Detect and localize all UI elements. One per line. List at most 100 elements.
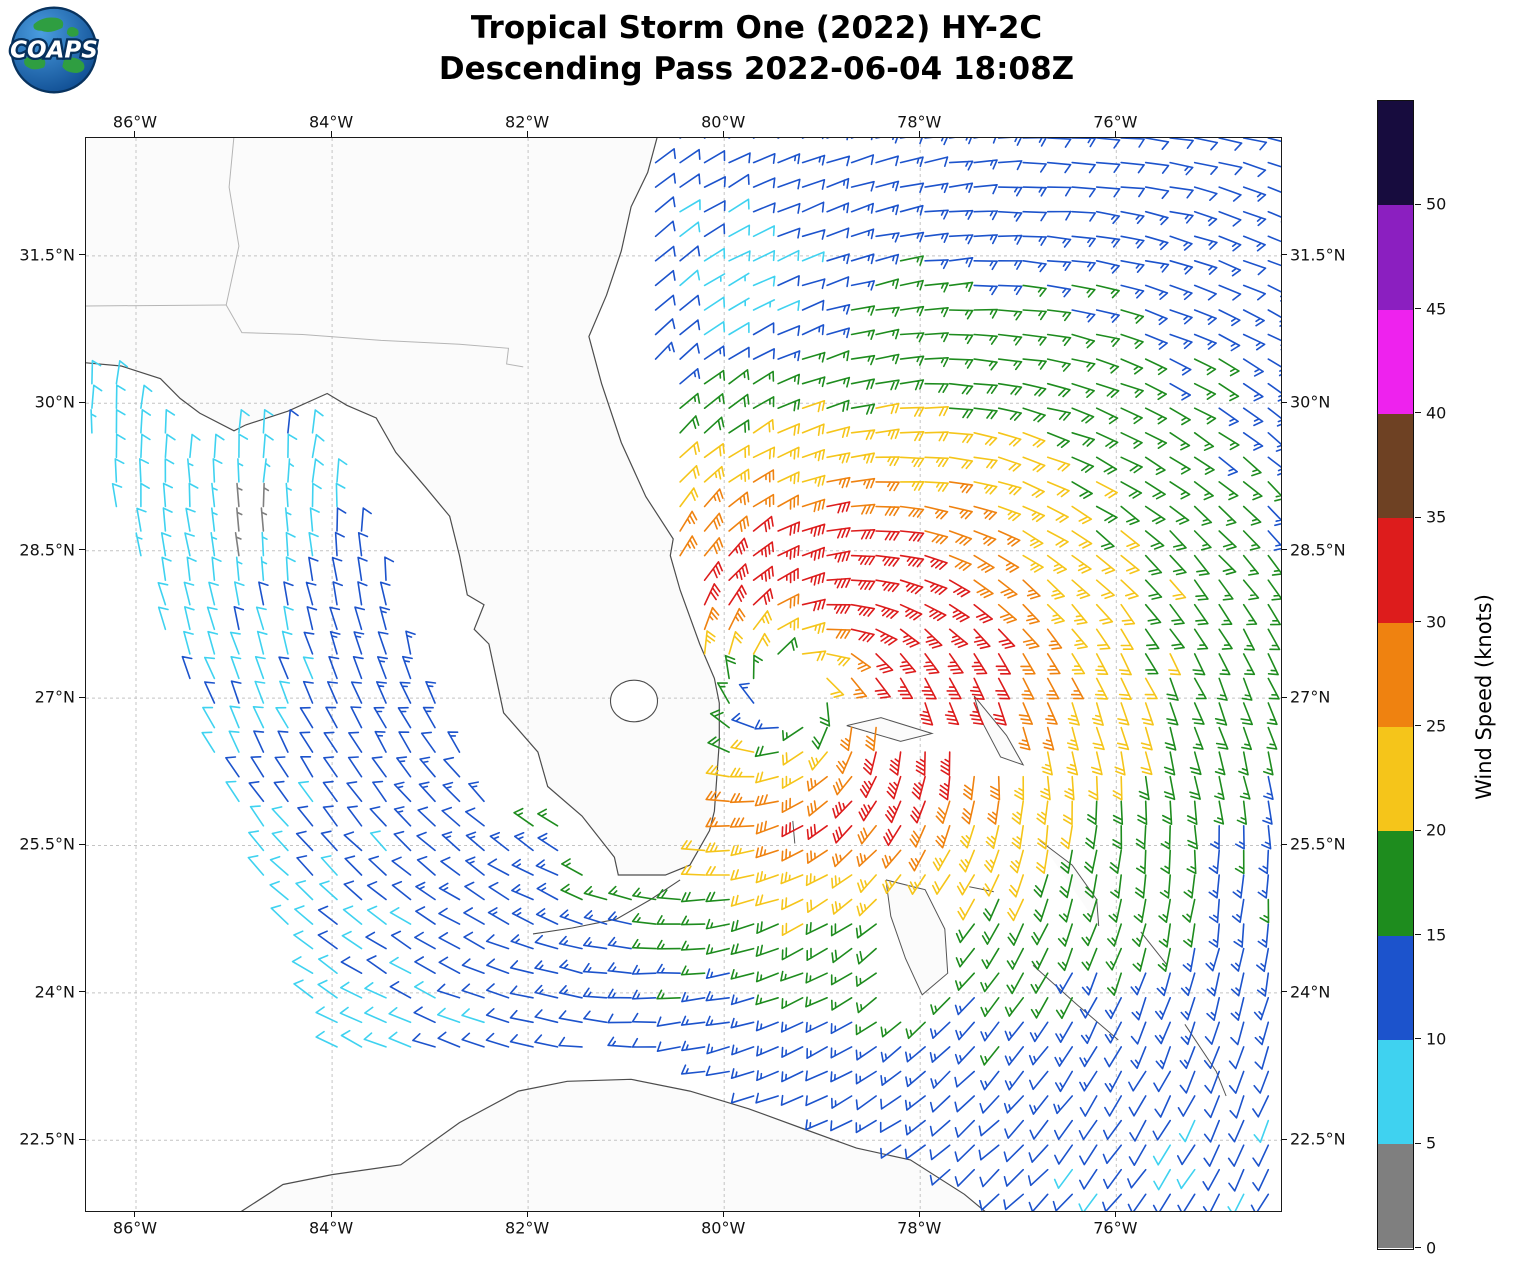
globe-continent	[33, 17, 64, 33]
colorbar-segment-5-10kt	[1378, 1039, 1413, 1145]
colorbar-tick-label: 15	[1426, 925, 1447, 945]
lon-tick-label-bottom: 76°W	[1093, 1218, 1138, 1238]
plot-title: Tropical Storm One (2022) HY-2C Descendi…	[0, 8, 1513, 90]
lon-tick-label-top: 80°W	[701, 112, 746, 132]
colorbar-tick-label: 20	[1426, 820, 1447, 840]
lon-tick-label-top: 76°W	[1093, 112, 1138, 132]
state-border	[225, 138, 240, 306]
lake-okeechobee	[609, 679, 659, 723]
axis-tick-mark	[1415, 829, 1421, 831]
colorbar-tick-label: 0	[1426, 1238, 1437, 1258]
wind-barbs-layer	[90, 138, 1281, 1211]
wind-barbs-20-25kt	[679, 400, 1187, 936]
colorbar-label: Wind Speed (knots)	[1472, 594, 1496, 800]
colorbar-segment-15-20kt	[1378, 831, 1413, 936]
colorbar-segment-30-35kt	[1378, 518, 1413, 623]
bahamas-island-coastline	[885, 879, 949, 996]
colorbar-segment-20-25kt	[1378, 726, 1413, 832]
axis-tick-mark	[1415, 1247, 1421, 1249]
lon-tick-label-bottom: 78°W	[897, 1218, 942, 1238]
lat-tick-label-left: 31.5°N	[19, 245, 75, 265]
lon-tick-label-bottom: 86°W	[112, 1218, 158, 1238]
colorbar-tick-label: 30	[1426, 612, 1447, 632]
bahamas-island-coastline	[846, 717, 934, 742]
bahamas-island-coastline	[1039, 840, 1100, 927]
lat-tick-label-left: 22.5°N	[19, 1129, 75, 1149]
axis-tick-mark	[1415, 621, 1421, 623]
land-fill-mainland	[86, 138, 720, 875]
lat-tick-label-left: 28.5°N	[19, 540, 75, 560]
wind-barbs-5-10kt	[90, 198, 1270, 1211]
lat-tick-label-left: 24°N	[34, 982, 75, 1002]
lat-tick-label-right: 27°N	[1290, 687, 1331, 707]
colorbar-segment-25-30kt	[1378, 622, 1413, 727]
lon-tick-label-top: 86°W	[112, 112, 158, 132]
colorbar-segment-40-45kt	[1378, 309, 1413, 414]
wind-barbs-25-30kt	[679, 469, 1085, 872]
axis-tick-mark	[1415, 1142, 1421, 1144]
axis-tick-mark	[1415, 1038, 1421, 1040]
land-fill-cuba	[241, 1079, 985, 1211]
colorbar-segment-50-55kt	[1378, 101, 1413, 206]
lon-tick-label-bottom: 84°W	[308, 1218, 354, 1238]
colorbar-tick-label: 40	[1426, 403, 1447, 423]
colorbar-segment-35-40kt	[1378, 413, 1413, 519]
map-panel	[85, 137, 1282, 1212]
lat-tick-label-right: 24°N	[1290, 982, 1331, 1002]
bahamas-island-coastline	[1032, 964, 1119, 1041]
wind-barbs-30-35kt	[703, 501, 1016, 847]
colorbar	[1377, 100, 1414, 1250]
colorbar-tick-label: 50	[1426, 194, 1447, 214]
axis-tick-mark	[1415, 725, 1421, 727]
state-border	[86, 304, 227, 307]
coastlines-layer	[86, 138, 1227, 1211]
axis-tick-mark	[1415, 516, 1421, 518]
bahamas-island-coastline	[1140, 931, 1168, 966]
colorbar-tick-label: 35	[1426, 507, 1447, 527]
coaps-logo: COAPS	[8, 4, 100, 96]
axis-tick-mark	[1415, 934, 1421, 936]
colorbar-tick-label: 45	[1426, 299, 1447, 319]
colorbar-segment-10-15kt	[1378, 935, 1413, 1040]
axis-tick-mark	[1415, 412, 1421, 414]
coaps-logo-globe: COAPS	[8, 6, 100, 94]
lat-tick-label-right: 25.5°N	[1290, 834, 1346, 854]
axis-tick-mark	[1415, 308, 1421, 310]
lat-tick-label-right: 30°N	[1290, 392, 1331, 412]
gridlines-layer	[86, 138, 1281, 1211]
florida-keys-coastline	[532, 879, 681, 935]
florida-coastline	[86, 138, 720, 876]
wind-barbs-15-20kt	[513, 255, 1281, 1066]
colorbar-segment-0-5kt	[1378, 1144, 1413, 1249]
bahamas-island-coastline	[792, 820, 796, 844]
cuba-coastline	[240, 1078, 986, 1211]
lat-tick-label-left: 25.5°N	[19, 834, 75, 854]
lat-tick-label-left: 30°N	[34, 392, 75, 412]
logo-text: COAPS	[10, 37, 98, 63]
bahamas-island-coastline	[1184, 1024, 1227, 1097]
wind-barbs-0-5kt	[234, 482, 270, 557]
globe-continent	[66, 27, 79, 37]
lon-tick-label-bottom: 82°W	[505, 1218, 550, 1238]
colorbar-tick-label: 10	[1426, 1029, 1447, 1049]
state-border	[225, 304, 524, 368]
colorbar-tick-label: 5	[1426, 1133, 1437, 1153]
bahamas-island-coastline	[973, 695, 1025, 766]
lon-tick-label-bottom: 80°W	[701, 1218, 746, 1238]
lon-tick-label-top: 82°W	[505, 112, 550, 132]
globe-continent	[62, 57, 85, 73]
lat-tick-label-right: 22.5°N	[1290, 1129, 1346, 1149]
title-line-1: Tropical Storm One (2022) HY-2C	[470, 10, 1043, 46]
title-line-2: Descending Pass 2022-06-04 18:08Z	[438, 50, 1075, 87]
wind-barbs-10-15kt	[181, 138, 1281, 1211]
lat-tick-label-left: 27°N	[34, 687, 75, 707]
lat-tick-label-right: 28.5°N	[1290, 540, 1346, 560]
lat-tick-label-right: 31.5°N	[1290, 245, 1346, 265]
globe-continent	[24, 55, 46, 70]
map-svg	[86, 138, 1281, 1211]
axis-tick-mark	[1415, 203, 1421, 205]
lon-tick-label-top: 78°W	[897, 112, 942, 132]
colorbar-tick-label: 25	[1426, 716, 1447, 736]
colorbar-segment-45-50kt	[1378, 205, 1413, 310]
